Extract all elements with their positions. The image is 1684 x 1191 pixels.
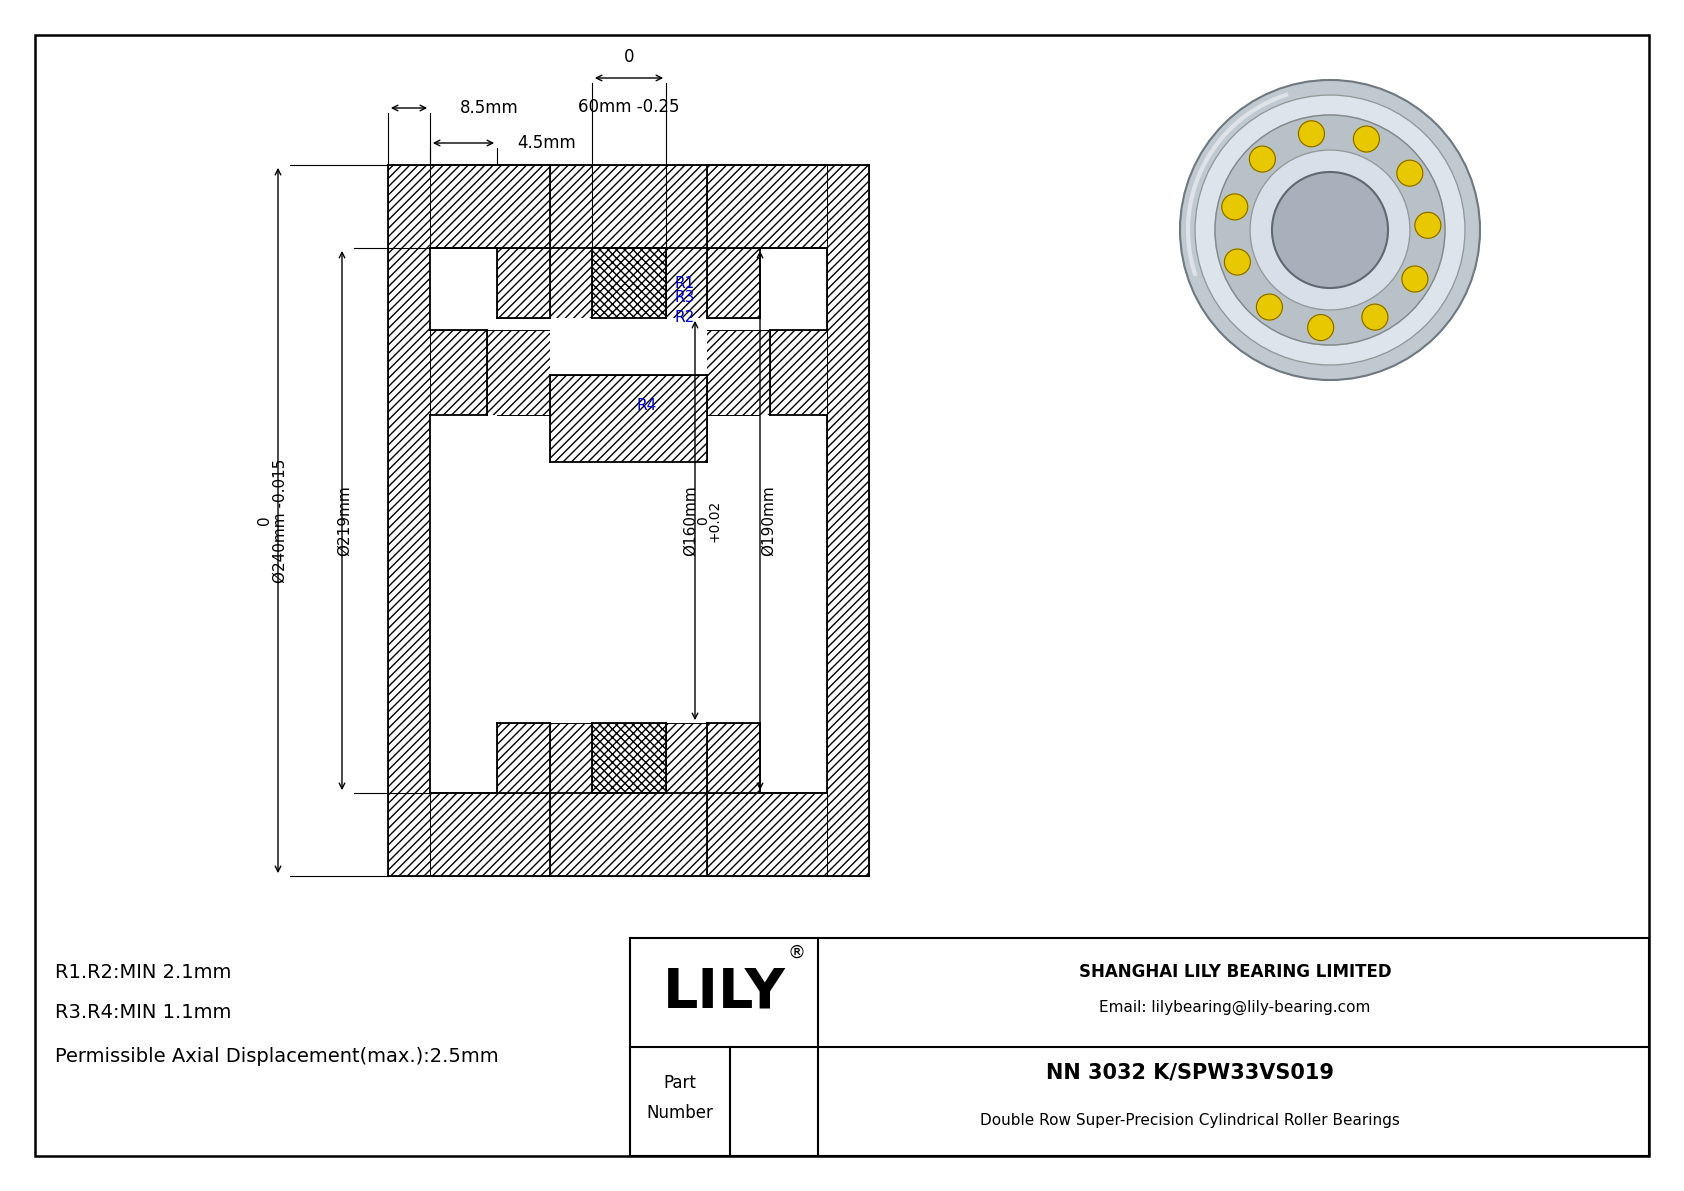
Bar — [551, 318, 707, 375]
Text: R4: R4 — [637, 398, 657, 412]
Text: Ø219mm: Ø219mm — [337, 485, 352, 556]
Bar — [551, 723, 707, 877]
Bar — [759, 414, 823, 793]
Bar — [593, 248, 665, 318]
Bar — [429, 414, 497, 793]
Text: Ø240mm -0.015: Ø240mm -0.015 — [273, 459, 288, 582]
Circle shape — [1256, 294, 1283, 320]
Bar — [429, 330, 487, 414]
Bar — [429, 793, 827, 877]
Text: LILY: LILY — [662, 965, 785, 1019]
Circle shape — [1224, 249, 1251, 275]
Text: R2: R2 — [674, 311, 694, 325]
Circle shape — [1271, 172, 1388, 288]
Bar — [487, 330, 770, 414]
Bar — [551, 166, 707, 318]
Bar — [429, 166, 827, 248]
Circle shape — [1250, 150, 1410, 310]
Circle shape — [1223, 194, 1248, 220]
Bar — [759, 248, 827, 330]
Circle shape — [1415, 212, 1442, 238]
Text: SHANGHAI LILY BEARING LIMITED: SHANGHAI LILY BEARING LIMITED — [1079, 964, 1391, 981]
Bar — [551, 462, 707, 723]
Bar — [593, 723, 665, 793]
Text: NN 3032 K/SPW33VS019: NN 3032 K/SPW33VS019 — [1046, 1062, 1334, 1081]
Bar — [707, 248, 759, 318]
Text: Email: lilybearing@lily-bearing.com: Email: lilybearing@lily-bearing.com — [1100, 999, 1371, 1015]
Text: 4.5mm: 4.5mm — [517, 135, 576, 152]
Text: Double Row Super-Precision Cylindrical Roller Bearings: Double Row Super-Precision Cylindrical R… — [980, 1112, 1399, 1128]
Text: Permissible Axial Displacement(max.):2.5mm: Permissible Axial Displacement(max.):2.5… — [56, 1048, 498, 1066]
Circle shape — [1250, 146, 1275, 172]
Text: 8.5mm: 8.5mm — [460, 99, 519, 117]
Bar — [497, 248, 551, 318]
Text: 0: 0 — [695, 516, 711, 525]
Text: Part
Number: Part Number — [647, 1074, 714, 1122]
Circle shape — [1180, 80, 1480, 380]
Circle shape — [1196, 95, 1465, 364]
Bar — [827, 166, 869, 877]
Bar — [387, 166, 429, 877]
Bar — [497, 723, 551, 793]
Text: 0: 0 — [256, 516, 271, 525]
Circle shape — [1396, 160, 1423, 186]
Text: R3: R3 — [674, 291, 694, 306]
Circle shape — [1354, 126, 1379, 152]
Bar — [429, 248, 497, 330]
Text: R1: R1 — [674, 275, 694, 291]
Circle shape — [1214, 116, 1445, 345]
Text: R3.R4:MIN 1.1mm: R3.R4:MIN 1.1mm — [56, 1003, 231, 1022]
Text: +0.02: +0.02 — [707, 499, 722, 542]
Text: 60mm -0.25: 60mm -0.25 — [578, 98, 680, 116]
Text: 0: 0 — [623, 48, 635, 66]
Text: Ø160mm: Ø160mm — [682, 485, 697, 556]
Circle shape — [1308, 314, 1334, 341]
Circle shape — [1362, 304, 1388, 330]
Text: R1.R2:MIN 2.1mm: R1.R2:MIN 2.1mm — [56, 962, 231, 981]
Circle shape — [1182, 82, 1479, 378]
Bar — [707, 723, 759, 793]
Bar — [551, 375, 707, 462]
Bar — [770, 330, 827, 414]
Text: ®: ® — [788, 944, 807, 962]
Text: Ø190mm: Ø190mm — [761, 485, 776, 556]
Circle shape — [1298, 120, 1324, 146]
Circle shape — [1401, 266, 1428, 292]
Circle shape — [1182, 82, 1479, 378]
